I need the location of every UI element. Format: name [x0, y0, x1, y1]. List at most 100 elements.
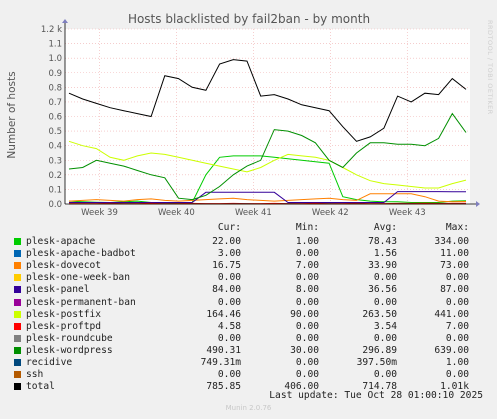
legend-cur-value: 490.31 — [206, 344, 241, 356]
legend-series-name: plesk-postfix — [26, 308, 102, 320]
legend-avg-value: 78.43 — [368, 236, 397, 247]
y-tick-label: 0.6 — [48, 113, 62, 123]
y-tick-labels: 0.0 0.1 0.2 0.3 0.4 0.5 0.6 0.7 0.8 0.9 1.0 1.1 1.2 … — [41, 25, 62, 210]
legend-avg-value: 33.90 — [368, 260, 397, 272]
legend-cur-value: 16.75 — [212, 260, 241, 272]
legend-max-value: 0.00 — [445, 272, 469, 284]
legend-cur-value: 164.46 — [206, 308, 241, 320]
chart-title: Hosts blacklisted by fail2ban - by month — [128, 12, 370, 26]
legend-cur-value: 0.00 — [217, 332, 241, 344]
legend-series-name: plesk-apache-badbot — [26, 248, 136, 260]
y-tick-label: 0.0 — [48, 200, 62, 210]
rrdtool-credit: RRDTOOL / TOBI OETIKER — [486, 20, 494, 115]
legend-row: plesk-proftpd 4.58 0.00 3.54 7.00 — [14, 321, 484, 333]
y-tick-label: 0.2 — [48, 171, 62, 181]
legend-avg-value: 714.78 — [362, 381, 397, 393]
series-line-plesk-wordpress — [68, 112, 467, 201]
legend-cur-value: 0.00 — [217, 272, 241, 284]
legend-swatch — [14, 238, 21, 245]
y-tick-label: 0.9 — [48, 69, 62, 79]
legend-series-name: plesk-roundcube — [26, 332, 113, 344]
legend-max-value: 0.00 — [445, 369, 469, 381]
y-tick-label: 0.1 — [48, 185, 62, 195]
legend-avg-value: 397.50m — [356, 357, 397, 368]
legend-avg-value: 0.00 — [373, 332, 397, 344]
y-tick-label: 1.1 — [48, 40, 62, 50]
legend-min-value: 406.00 — [284, 381, 319, 393]
y-tick-label: 0.8 — [48, 83, 62, 93]
legend-series-name: plesk-apache — [26, 236, 96, 247]
legend-header: Cur: Min: Avg: Max: — [14, 222, 484, 234]
legend-min-value: 0.00 — [295, 296, 319, 308]
legend-series-name: plesk-one-week-ban — [26, 272, 130, 284]
legend-cur-value: 0.00 — [217, 296, 241, 308]
axes — [62, 19, 480, 207]
y-tick-label: 0.5 — [48, 127, 62, 137]
legend-max-value: 73.00 — [440, 260, 469, 272]
x-tick-label: Week 39 — [81, 208, 118, 218]
legend-swatch — [14, 371, 21, 379]
legend-max-value: 7.00 — [445, 320, 469, 332]
legend-max-value: 0.00 — [445, 296, 469, 308]
legend-swatch — [14, 298, 21, 306]
y-tick-label: 0.7 — [48, 98, 62, 108]
legend-series-name: plesk-panel — [26, 284, 90, 296]
legend-swatch — [14, 250, 21, 258]
legend-series-name: ssh — [26, 369, 44, 381]
legend-swatch — [14, 310, 21, 318]
series-line-plesk-dovecot — [68, 193, 467, 203]
y-tick-label: 0.4 — [48, 142, 62, 152]
legend-avg-value: 263.50 — [362, 308, 397, 320]
legend-header-cur: Cur: — [217, 222, 241, 233]
legend-cur-value: 749.31m — [200, 357, 241, 368]
legend-min-value: 8.00 — [295, 284, 319, 296]
legend-min-value: 1.00 — [295, 236, 319, 247]
series-line-total — [68, 59, 467, 142]
legend-cur-value: 4.58 — [217, 320, 241, 332]
legend-row: plesk-panel 84.00 8.00 36.56 87.00 — [14, 284, 484, 296]
legend-series-name: plesk-proftpd — [26, 320, 102, 332]
legend-row: ssh 0.00 0.00 0.00 0.00 — [14, 369, 484, 381]
legend-row: plesk-one-week-ban 0.00 0.00 0.00 0.00 — [14, 272, 484, 284]
x-axis-arrow-icon — [476, 201, 480, 207]
legend-swatch — [14, 346, 21, 354]
y-axis-arrow-icon — [62, 19, 68, 23]
legend-series-name: plesk-permanent-ban — [26, 296, 136, 308]
legend-avg-value: 0.00 — [373, 369, 397, 381]
legend-max-value: 1.01k — [440, 381, 469, 393]
legend-min-value: 0.00 — [295, 332, 319, 344]
legend-row: total 785.85 406.00 714.78 1.01k — [14, 381, 484, 393]
legend-series-name: plesk-wordpress — [26, 344, 113, 356]
legend-row: plesk-wordpress 490.31 30.00 296.89 639.00 — [14, 345, 484, 357]
legend-series-name: plesk-dovecot — [26, 260, 102, 272]
legend-max-value: 0.00 — [445, 332, 469, 344]
series-line-plesk-panel — [69, 191, 466, 203]
legend-avg-value: 0.00 — [373, 296, 397, 308]
legend-cur-value: 22.00 — [212, 236, 241, 247]
legend-swatch — [14, 274, 21, 282]
plot-area — [65, 29, 470, 204]
legend-swatch — [14, 322, 21, 330]
legend-cur-value: 785.85 — [206, 381, 241, 393]
legend-min-value: 30.00 — [290, 344, 319, 356]
legend-cur-value: 84.00 — [212, 284, 241, 296]
y-tick-label: 1.0 — [48, 54, 62, 64]
legend-header-min: Min: — [295, 222, 319, 233]
legend-max-value: 1.00 — [445, 357, 469, 368]
legend-avg-value: 296.89 — [362, 344, 397, 356]
x-tick-label: Week 42 — [312, 208, 349, 218]
munin-version: Munin 2.0.76 — [225, 404, 272, 412]
legend-min-value: 0.00 — [295, 272, 319, 284]
legend-avg-value: 1.56 — [373, 248, 397, 260]
legend-swatch — [14, 359, 21, 366]
legend-row: plesk-postfix 164.46 90.00 263.50 441.00 — [14, 309, 484, 321]
legend-swatch — [14, 383, 21, 391]
grid — [65, 28, 470, 204]
x-tick-label: Week 43 — [389, 208, 426, 218]
legend-swatch — [14, 334, 21, 342]
legend-header-max: Max: — [445, 222, 469, 233]
legend-min-value: 0.00 — [295, 357, 319, 368]
legend-cur-value: 0.00 — [217, 369, 241, 381]
legend-row: recidive 749.31m 0.00 397.50m 1.00 — [14, 357, 484, 369]
